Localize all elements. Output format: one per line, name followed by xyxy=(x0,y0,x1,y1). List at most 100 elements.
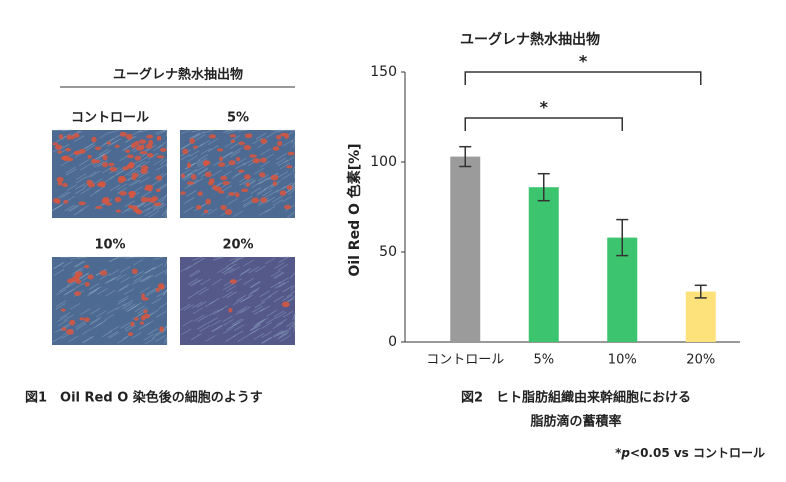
lipid-spot xyxy=(156,155,165,159)
fiber xyxy=(193,131,205,139)
fiber xyxy=(190,270,201,278)
lipid-spot xyxy=(140,168,148,175)
fiber xyxy=(239,179,250,186)
fiber xyxy=(273,310,285,318)
fiber xyxy=(165,130,168,137)
lipid-spot xyxy=(146,153,154,158)
fiber xyxy=(156,290,167,298)
fiber xyxy=(272,199,284,206)
lipid-spot xyxy=(134,155,142,161)
lipid-spot xyxy=(120,177,127,182)
fiber xyxy=(120,266,131,273)
fiber xyxy=(143,334,154,341)
fiber xyxy=(57,319,69,327)
fiber xyxy=(69,302,81,310)
fiber xyxy=(235,162,246,170)
footnote-part: p xyxy=(620,446,630,460)
lipid-spot xyxy=(220,175,228,181)
significance-label: * xyxy=(540,98,549,117)
fiber xyxy=(127,169,139,177)
fiber xyxy=(73,208,84,216)
fiber xyxy=(192,256,203,261)
lipid-spot xyxy=(106,141,112,145)
fiber xyxy=(255,132,267,140)
lipid-spot xyxy=(73,150,80,155)
lipid-spot xyxy=(102,154,108,161)
lipid-spot xyxy=(83,317,90,322)
fiber xyxy=(118,295,129,303)
y-tick-label: 50 xyxy=(379,244,397,260)
fiber xyxy=(75,173,87,181)
fiber xyxy=(97,288,108,295)
lipid-spot xyxy=(186,181,195,185)
fiber xyxy=(282,285,293,293)
lipid-spot xyxy=(243,144,252,151)
lipid-spot xyxy=(279,190,287,196)
fiber xyxy=(232,330,244,338)
fiber xyxy=(284,156,295,164)
fiber xyxy=(141,190,152,198)
lipid-spot xyxy=(153,202,162,207)
fiber xyxy=(122,299,134,307)
lipid-spot xyxy=(73,133,80,138)
lipid-spot xyxy=(61,155,68,161)
fiber xyxy=(154,270,166,277)
fiber xyxy=(183,172,195,179)
lipid-spot xyxy=(229,279,237,284)
fiber xyxy=(192,278,203,286)
fiber xyxy=(180,328,192,336)
fiber xyxy=(164,260,168,268)
fiber xyxy=(275,311,287,319)
fiber xyxy=(144,337,156,345)
fiber xyxy=(222,129,234,134)
fiber xyxy=(109,184,121,191)
lipid-spot xyxy=(66,328,74,335)
lipid-spot xyxy=(272,181,278,187)
fiber xyxy=(133,270,144,278)
fiber xyxy=(242,199,254,207)
fiber xyxy=(79,163,91,171)
fiber xyxy=(198,153,209,161)
fiber xyxy=(289,272,296,279)
micrograph xyxy=(52,256,168,345)
fiber xyxy=(92,322,104,329)
fiber xyxy=(139,176,150,184)
fiber xyxy=(73,260,85,268)
lipid-spot xyxy=(52,198,61,204)
fiber xyxy=(259,160,271,168)
fiber xyxy=(134,305,146,313)
fiber xyxy=(223,327,234,334)
fiber xyxy=(198,288,209,296)
fiber xyxy=(192,307,204,315)
lipid-spot xyxy=(258,172,266,178)
fiber xyxy=(207,145,219,152)
fiber xyxy=(277,170,289,178)
lipid-spot xyxy=(60,308,66,312)
fiber xyxy=(222,283,234,291)
fiber xyxy=(189,279,201,287)
fiber xyxy=(132,129,143,136)
fiber xyxy=(185,263,196,270)
fiber xyxy=(233,210,244,218)
fiber xyxy=(130,179,141,187)
fiber xyxy=(240,267,252,275)
image-label: 20% xyxy=(222,238,253,253)
fiber xyxy=(108,331,120,339)
fiber xyxy=(181,172,192,180)
lipid-spot xyxy=(125,149,131,153)
lipid-spot xyxy=(228,307,233,313)
y-tick-label: 150 xyxy=(370,64,397,80)
lipid-spot xyxy=(270,174,279,181)
fiber xyxy=(73,135,85,143)
lipid-spot xyxy=(75,279,82,284)
lipid-spot xyxy=(94,146,102,151)
fiber xyxy=(217,305,229,312)
fiber xyxy=(249,324,261,332)
fiber xyxy=(108,326,120,333)
lipid-spot xyxy=(78,201,86,206)
fiber xyxy=(268,290,279,297)
fiber xyxy=(117,298,128,305)
fiber xyxy=(257,177,268,185)
lipid-spot xyxy=(125,133,133,140)
fiber xyxy=(126,305,137,313)
